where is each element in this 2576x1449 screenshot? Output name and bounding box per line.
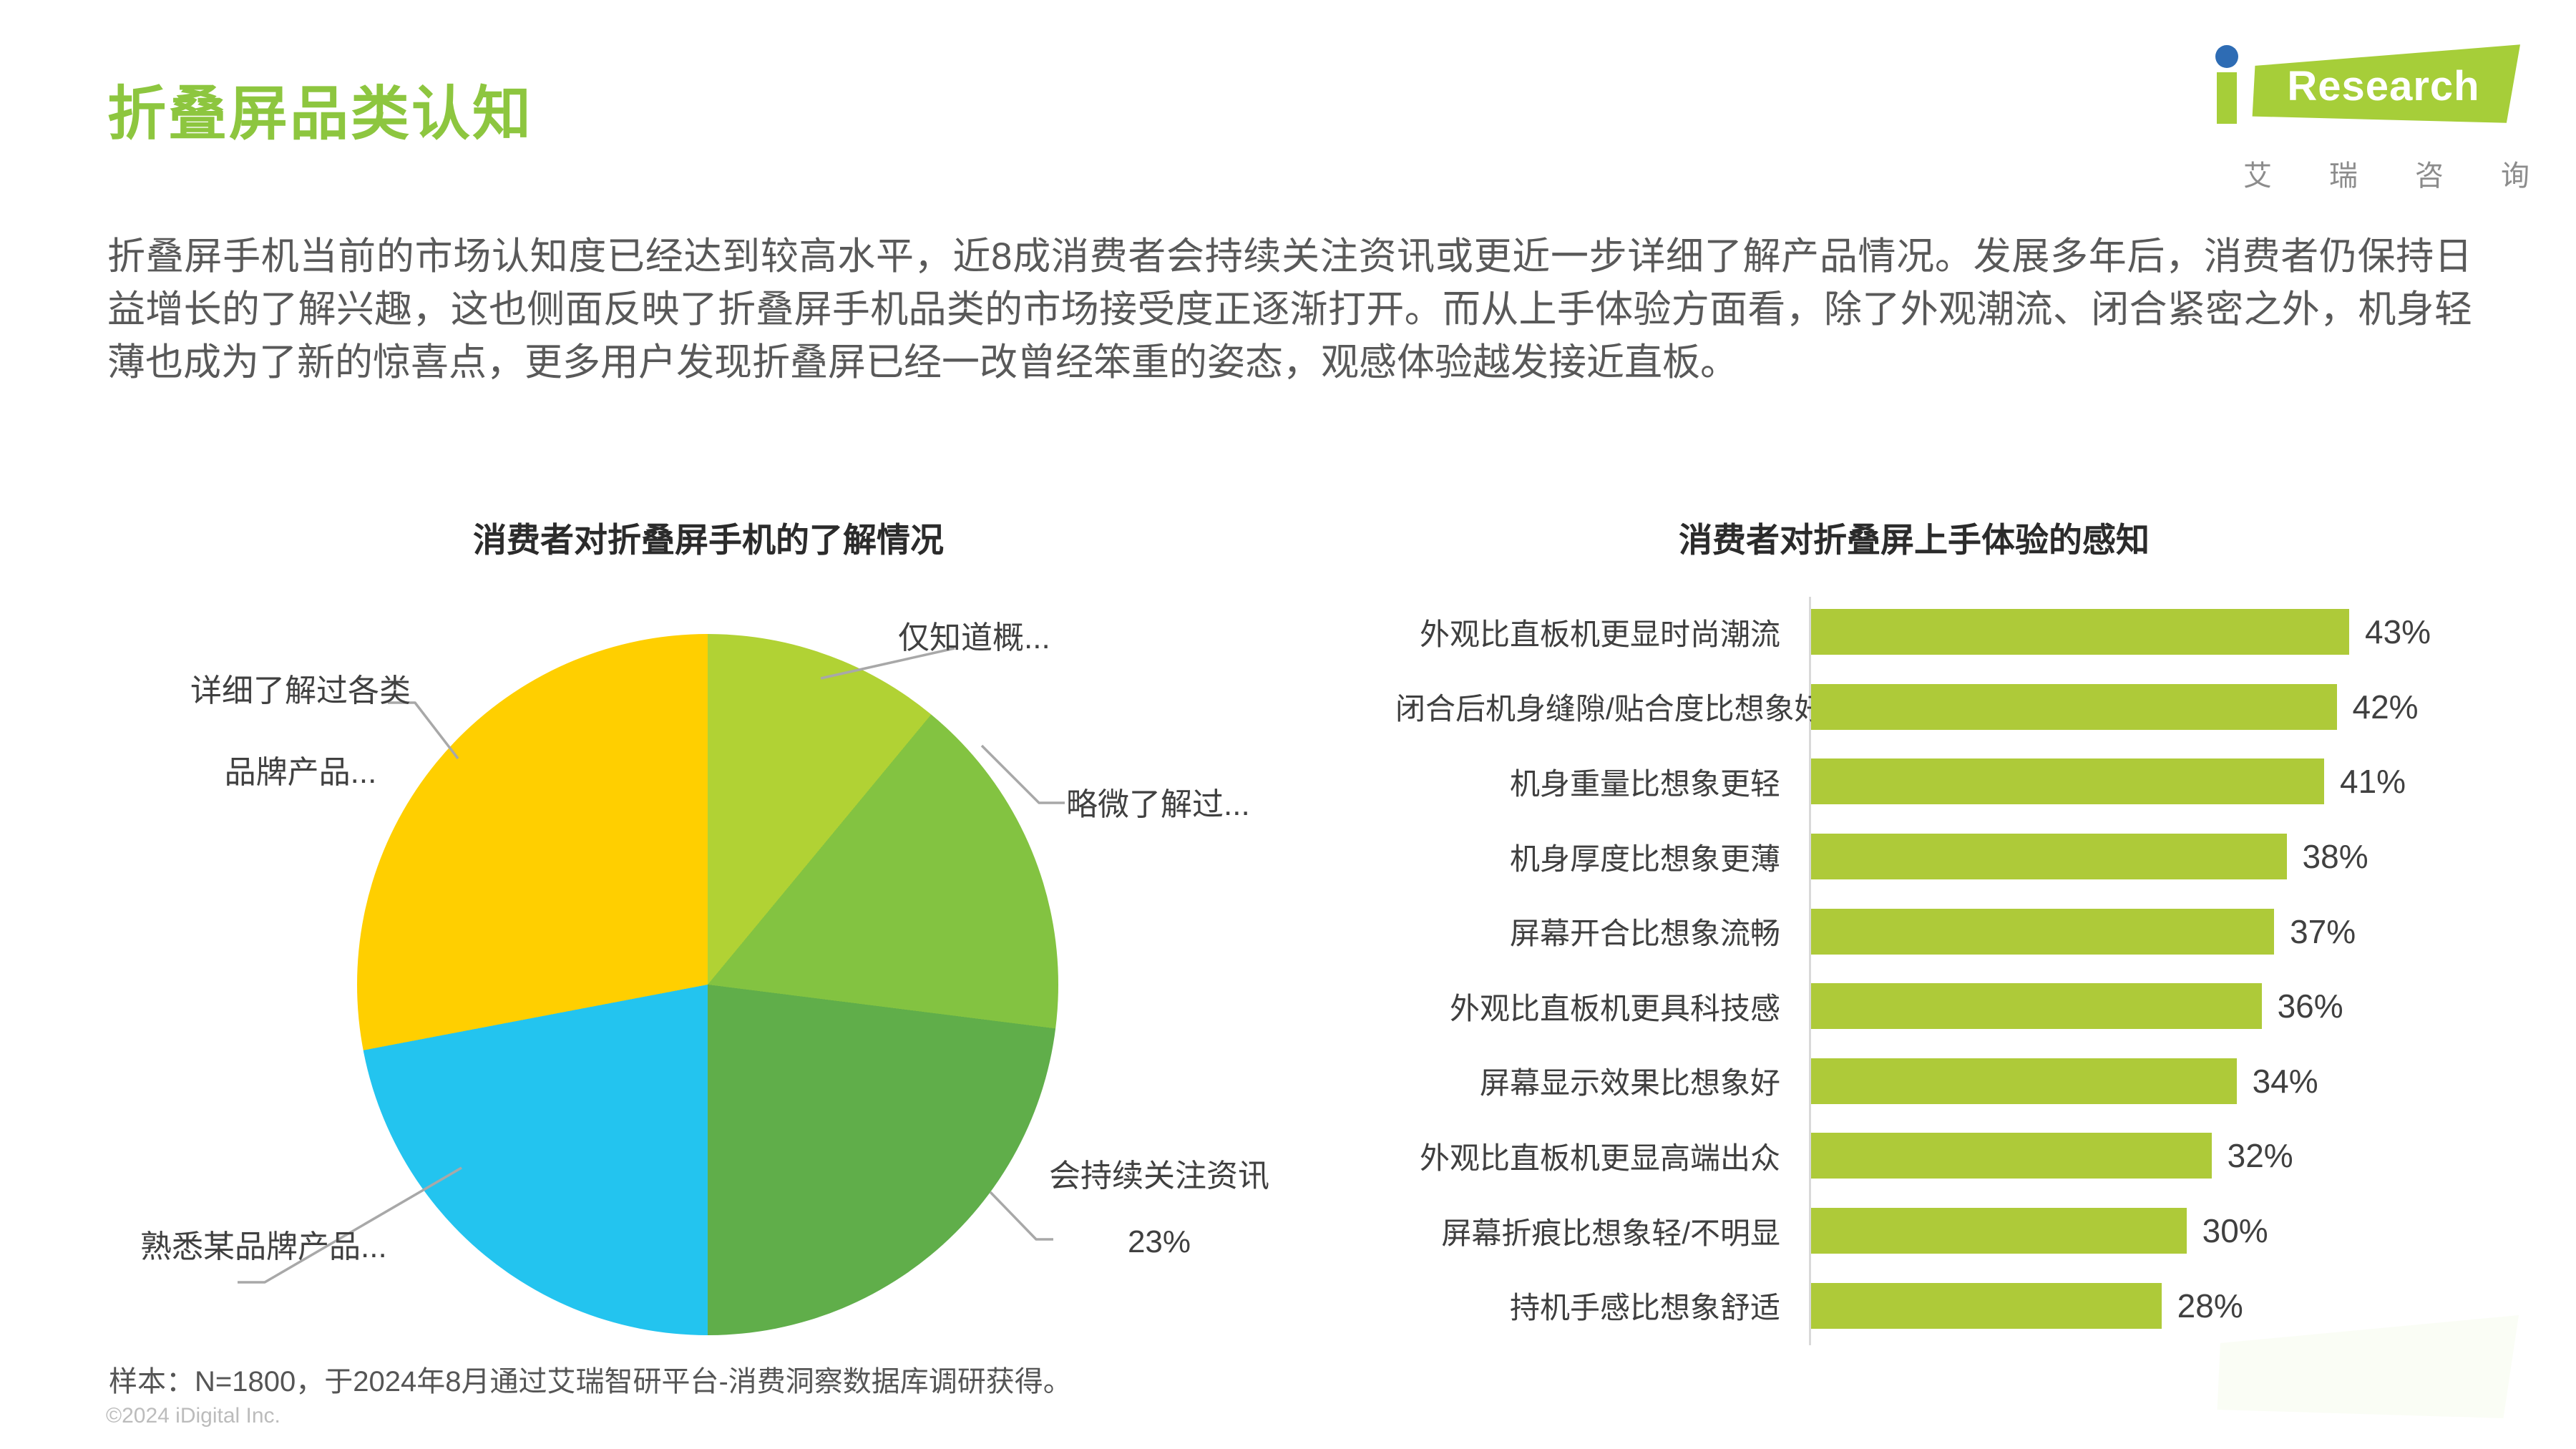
bar-track: 28% [1811,1282,2243,1329]
bar-track: 41% [1811,758,2406,805]
bar-row: 外观比直板机更具科技感 36% [1395,969,2569,1044]
bar-value-label: 36% [2277,987,2343,1025]
logo-cn-char: 艾 [2243,160,2272,192]
bar-track: 38% [1811,834,2368,880]
bar-value-label: 37% [2290,912,2356,950]
logo-banner: Research [2252,44,2520,123]
bar-rows: 外观比直板机更显时尚潮流 43% 闭合后机身缝隙/贴合度比想象好 42% 机身重量比想象… [1395,595,2569,1343]
bar-row: 外观比直板机更显高端出众 32% [1395,1118,2569,1194]
bar-category-label: 闭合后机身缝隙/贴合度比想象好 [1395,692,1825,726]
bar-track: 43% [1811,609,2431,655]
bar-value-label: 38% [2302,838,2368,876]
bar [1811,758,2325,805]
bar [1811,1208,2187,1254]
logo-cn-char: 瑞 [2329,160,2358,192]
bar-value-label: 43% [2365,613,2431,651]
bar [1811,683,2337,730]
bar-value-label: 34% [2252,1062,2318,1100]
intro-paragraph: 折叠屏手机当前的市场认知度已经达到较高水平，近8成消费者会持续关注资讯或更近一步… [107,235,2472,384]
bar [1811,1058,2237,1104]
bar-row: 持机手感比想象舒适 28% [1395,1268,2569,1343]
bar-row: 机身厚度比想象更薄 38% [1395,819,2569,894]
bar-row: 屏幕开合比想象流畅 37% [1395,894,2569,969]
bar-value-label: 28% [2177,1287,2243,1324]
bar-category-label: 屏幕开合比想象流畅 [1509,917,1780,951]
pie-label-slightly-known: 略微了解过... [1066,787,1250,822]
logo-i-dot-icon [2215,45,2238,68]
bar-chart-axis-line [1809,597,1811,1345]
logo-cn-char: 咨 [2415,160,2444,192]
bar-chart-title: 消费者对折叠屏上手体验的感知 [1679,521,2150,559]
bar-row: 闭合后机身缝隙/贴合度比想象好 42% [1395,670,2569,745]
bar [1811,908,2275,955]
bar-category-label: 机身重量比想象更轻 [1509,766,1780,801]
bar-value-label: 42% [2352,688,2419,726]
bar-row: 机身重量比想象更轻 41% [1395,744,2569,819]
bar [1811,1133,2212,1179]
sample-note: 样本：N=1800，于2024年8月通过艾瑞智研平台-消费洞察数据库调研获得。 [109,1366,1072,1397]
logo-i-bar-icon [2217,72,2237,124]
bar-category-label: 外观比直板机更显高端出众 [1419,1141,1780,1175]
bar-row: 屏幕折痕比想象轻/不明显 30% [1395,1194,2569,1269]
pie-label-detailed-line2: 品牌产品... [224,755,377,790]
bar-row: 屏幕显示效果比想象好 34% [1395,1044,2569,1119]
pie-chart-title: 消费者对折叠屏手机的了解情况 [473,521,944,559]
bar-category-label: 机身厚度比想象更薄 [1509,841,1780,876]
bar-category-label: 外观比直板机更具科技感 [1449,991,1780,1025]
bar [1811,609,2349,655]
bar-track: 32% [1811,1133,2293,1179]
bar-value-label: 30% [2202,1212,2268,1250]
bar [1811,1282,2162,1329]
logo-brand-text: Research [2287,62,2480,109]
bar-track: 42% [1811,683,2419,730]
bar-category-label: 持机手感比想象舒适 [1509,1291,1780,1325]
logo-cn-char: 询 [2501,160,2529,192]
bar-track: 37% [1811,908,2356,955]
bar-value-label: 32% [2227,1137,2293,1175]
pie-label-familiar-brand: 熟悉某品牌产品... [140,1229,387,1264]
bar-track: 30% [1811,1208,2268,1254]
bar-value-label: 41% [2340,763,2406,801]
page-title: 折叠屏品类认知 [107,82,534,147]
pie-value-follow-news: 23% [1127,1224,1191,1259]
copyright: ©2024 iDigital Inc. [106,1404,280,1428]
bar-row: 外观比直板机更显时尚潮流 43% [1395,595,2569,670]
bar-track: 34% [1811,1058,2318,1104]
pie-label-known-brief: 仅知道概... [898,620,1050,655]
pie [357,634,1058,1335]
bar-category-label: 屏幕显示效果比想象好 [1479,1066,1780,1101]
pie-label-follow-news: 会持续关注资讯 23% [1023,1156,1295,1262]
pie-label-detailed: 详细了解过各类 品牌产品... [172,671,429,793]
bar [1811,834,2287,880]
pie-label-detailed-line1: 详细了解过各类 [190,673,411,708]
bar-category-label: 屏幕折痕比想象轻/不明显 [1441,1216,1780,1250]
iresearch-logo: Research 艾 瑞 咨 询 [2204,39,2533,192]
bar [1811,983,2262,1030]
bar-category-label: 外观比直板机更显时尚潮流 [1419,617,1780,651]
pie-label-follow-news-text: 会持续关注资讯 [1049,1158,1269,1194]
bar-track: 36% [1811,983,2343,1030]
logo-cn-name: 艾 瑞 咨 询 [2243,152,2529,194]
